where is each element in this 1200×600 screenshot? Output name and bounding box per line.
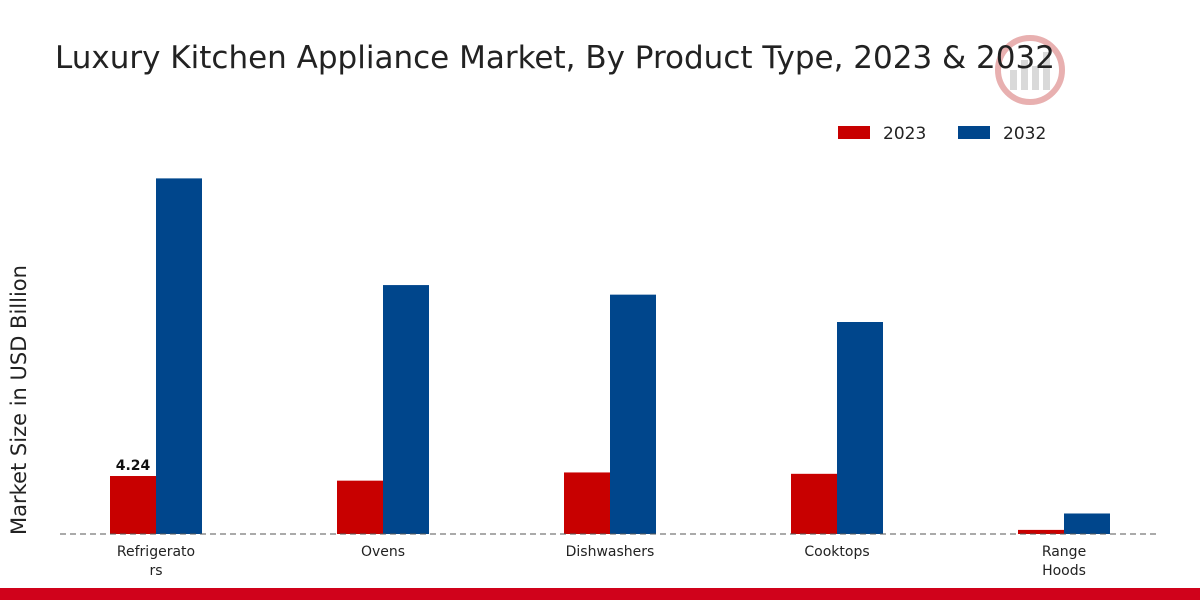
x-tick-label-dishwashers: Dishwashers [566, 544, 655, 560]
bar-2023-cooktops [791, 473, 837, 534]
legend-swatch-2032 [958, 126, 990, 139]
bar-2032-refrigerators [156, 178, 202, 535]
bars-group [110, 178, 1110, 535]
x-tick-label-refrigerators: Refrigerato rs [117, 544, 195, 579]
bar-2023-dishwashers [564, 472, 610, 534]
x-tick-labels: Refrigerato rs Ovens Dishwashers Cooktops Ran… [117, 544, 1086, 579]
bar-2023-range-hoods [1018, 529, 1064, 534]
bar-2032-dishwashers [610, 294, 656, 534]
chart-logo-icon [995, 35, 1065, 105]
legend: 2023 2032 [838, 124, 1046, 144]
bar-2023-refrigerators [110, 476, 156, 534]
legend-label-2023: 2023 [883, 124, 926, 144]
data-labels: 4.24 [116, 458, 151, 474]
x-tick-label-range-hoods: Range Hoods [1042, 544, 1086, 579]
y-axis-title: Market Size in USD Billion [7, 265, 31, 535]
legend-label-2032: 2032 [1003, 124, 1046, 144]
bar-2032-range-hoods [1064, 513, 1110, 534]
bar-2023-ovens [337, 480, 383, 534]
x-tick-label-ovens: Ovens [361, 544, 405, 560]
data-label-2023-refrigerators: 4.24 [116, 458, 151, 474]
x-tick-label-cooktops: Cooktops [804, 544, 869, 560]
footer-bar [0, 588, 1200, 600]
bar-2032-ovens [383, 285, 429, 534]
bar-2032-cooktops [837, 322, 883, 534]
chart-title: Luxury Kitchen Appliance Market, By Prod… [55, 40, 1055, 76]
legend-swatch-2023 [838, 126, 870, 139]
